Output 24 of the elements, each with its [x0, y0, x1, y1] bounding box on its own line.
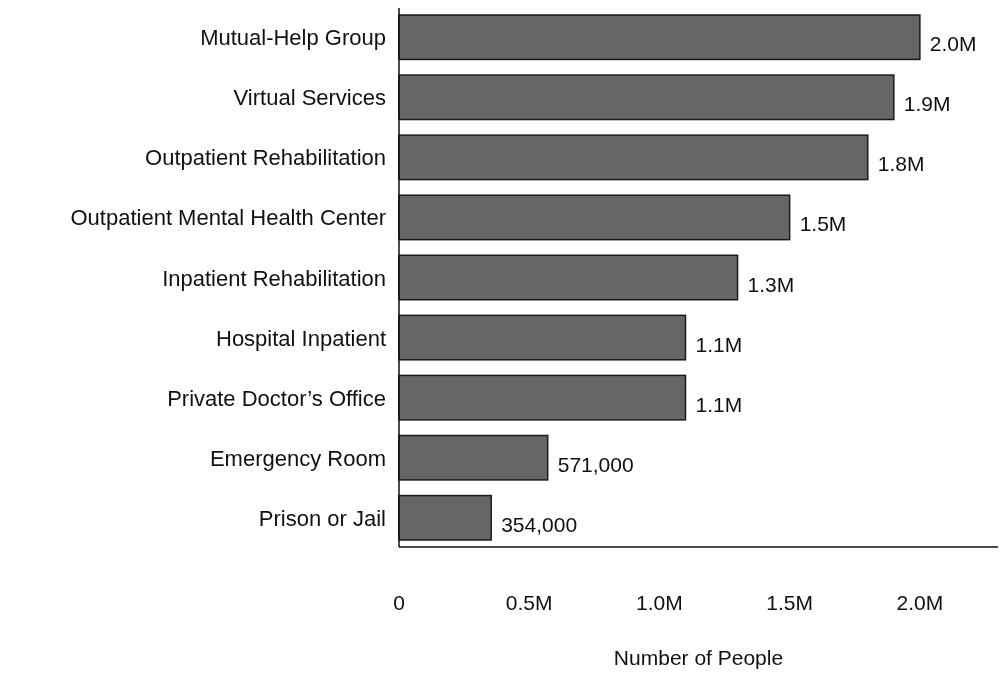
- data-label: 1.1M: [695, 392, 743, 416]
- y-tick-label: Outpatient Mental Health Center: [70, 205, 386, 231]
- data-label: 571,000: [557, 452, 634, 476]
- y-tick-label: Outpatient Rehabilitation: [145, 145, 386, 171]
- data-label: 1.8M: [877, 152, 925, 176]
- x-tick-label: 2.0M: [896, 591, 944, 614]
- y-tick-label: Private Doctor’s Office: [167, 385, 386, 411]
- y-tick-label: Inpatient Rehabilitation: [162, 265, 386, 291]
- data-label: 1.5M: [799, 212, 847, 236]
- x-tick-label: 1.0M: [636, 591, 683, 614]
- data-label: 2.0M: [929, 32, 977, 56]
- y-tick-label: Mutual-Help Group: [200, 25, 386, 51]
- data-label: 1.3M: [747, 272, 795, 296]
- x-tick-label: 1.5M: [766, 591, 813, 614]
- data-label: 354,000: [501, 512, 578, 536]
- y-tick-label: Hospital Inpatient: [216, 325, 386, 351]
- x-axis-title: Number of People: [613, 646, 784, 669]
- y-tick-label: Prison or Jail: [258, 505, 386, 531]
- x-tick-label: 0.5M: [505, 591, 553, 614]
- y-tick-label: Emergency Room: [209, 445, 386, 471]
- y-tick-label: Virtual Services: [233, 85, 386, 111]
- x-tick-label: 0: [393, 591, 405, 614]
- data-label: 1.9M: [903, 92, 951, 116]
- data-label: 1.1M: [695, 332, 743, 356]
